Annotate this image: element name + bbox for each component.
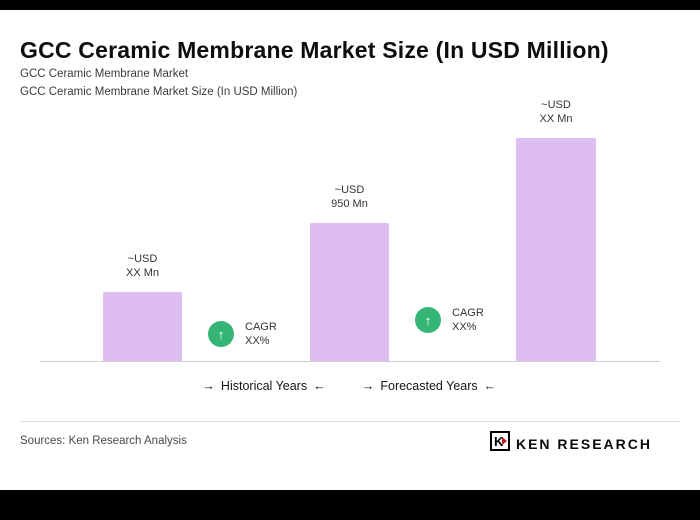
ken-research-logo-text: KEN RESEARCH (515, 435, 652, 452)
bar-label-line1: ~USD (541, 99, 571, 111)
cagr-value: XX% (245, 335, 270, 347)
bar-group-historical: ~USD XX Mn (103, 120, 182, 362)
bar (310, 223, 389, 362)
bar-label-line2: XX Mn (539, 113, 573, 125)
bar-label-line1: ~USD (127, 253, 158, 265)
bar-label-line2: XX Mn (125, 267, 159, 279)
bar-label: ~USD XX Mn (481, 98, 631, 126)
arrow-right-icon: → (361, 379, 375, 393)
cagr-badge-text: CAGR XX% (452, 306, 484, 334)
bar-label: ~USD 950 Mn (275, 183, 425, 211)
bar-group-forecast: ~USD XX Mn (516, 99, 596, 362)
cagr-badge-forecast: ↑ CAGR XX% (415, 307, 484, 334)
bar (516, 138, 596, 362)
axis-group-label: Historical Years (220, 379, 308, 393)
bar-chart: ~USD XX Mn ~USD 950 Mn ~USD XX Mn (0, 99, 700, 362)
chart-subtitle-line-1: GCC Ceramic Membrane Market (20, 68, 189, 80)
ken-research-logo-icon: K (489, 431, 510, 456)
axis-group-forecasted-years: → Forecasted Years ← (356, 379, 502, 393)
cagr-up-icon: ↑ (415, 307, 441, 333)
arrow-right-icon: → (202, 379, 215, 393)
cagr-label: CAGR (452, 307, 484, 319)
svg-text:K: K (494, 434, 504, 449)
chart-baseline (40, 361, 660, 362)
arrow-left-icon: ← (313, 379, 326, 393)
bar-label-line2: 950 Mn (331, 198, 368, 210)
bar-label-line1: ~USD (334, 184, 365, 196)
sources-text: Sources: Ken Research Analysis (20, 435, 187, 447)
ken-research-logo: K KEN RESEARCH (489, 431, 652, 456)
bar-group-base-year: ~USD 950 Mn (310, 120, 389, 362)
chart-subtitle-line-2: GCC Ceramic Membrane Market Size (In USD… (20, 86, 298, 98)
bottom-black-band (0, 490, 700, 520)
arrow-left-icon: ← (483, 379, 497, 393)
footer-divider (20, 421, 680, 422)
axis-group-label: Forecasted Years (380, 379, 478, 393)
cagr-badge-text: CAGR XX% (245, 320, 277, 348)
page-title: GCC Ceramic Membrane Market Size (In USD… (20, 37, 609, 64)
cagr-label: CAGR (245, 321, 277, 333)
cagr-badge-historical: ↑ CAGR XX% (208, 321, 277, 348)
top-black-band (0, 0, 700, 10)
cagr-up-icon: ↑ (208, 321, 234, 347)
bar-label: ~USD XX Mn (68, 252, 218, 280)
cagr-value: XX% (452, 321, 477, 333)
axis-group-historical-years: → Historical Years ← (196, 379, 331, 393)
bar (103, 292, 182, 362)
